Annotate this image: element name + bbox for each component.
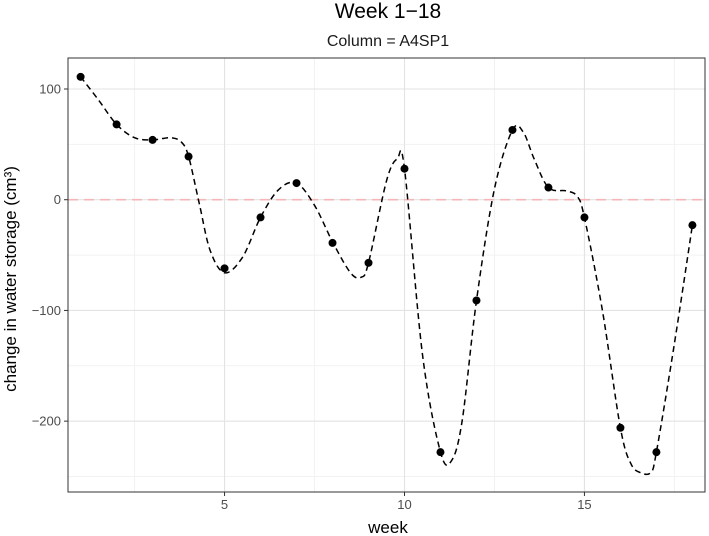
data-point [544,183,553,192]
plot-border [67,57,706,493]
data-point [184,152,193,161]
data-point [400,164,409,173]
y-tick-label: 100 [39,82,61,97]
data-point [652,448,661,457]
data-point [436,448,445,457]
data-point [472,296,481,305]
chart-title: Week 1−18 [335,0,441,23]
data-point [76,72,85,81]
data-point [148,135,157,144]
x-tick-label: 15 [577,497,591,512]
data-point [292,179,301,188]
data-point [580,213,589,222]
data-point [508,125,517,134]
data-point [256,213,265,222]
x-tick-label: 10 [397,497,411,512]
y-tick-label: −100 [32,303,61,318]
x-tick-label: 5 [221,497,228,512]
data-point [688,221,697,230]
data-point [220,264,229,273]
y-axis-title: change in water storage (cm³) [1,166,20,392]
y-tick-label: −200 [32,414,61,429]
data-point [616,423,625,432]
y-tick-label: 0 [54,192,61,207]
x-axis-title: week [367,518,408,536]
data-point [364,258,373,267]
chart-subtitle: Column = A4SP1 [327,33,449,50]
plot-area: 5 10 15 100 0 −100 −200 [32,57,706,512]
data-point [328,238,337,247]
smoothed-dashed-curve [80,76,694,476]
plot-background [68,58,705,492]
data-point [112,120,121,129]
